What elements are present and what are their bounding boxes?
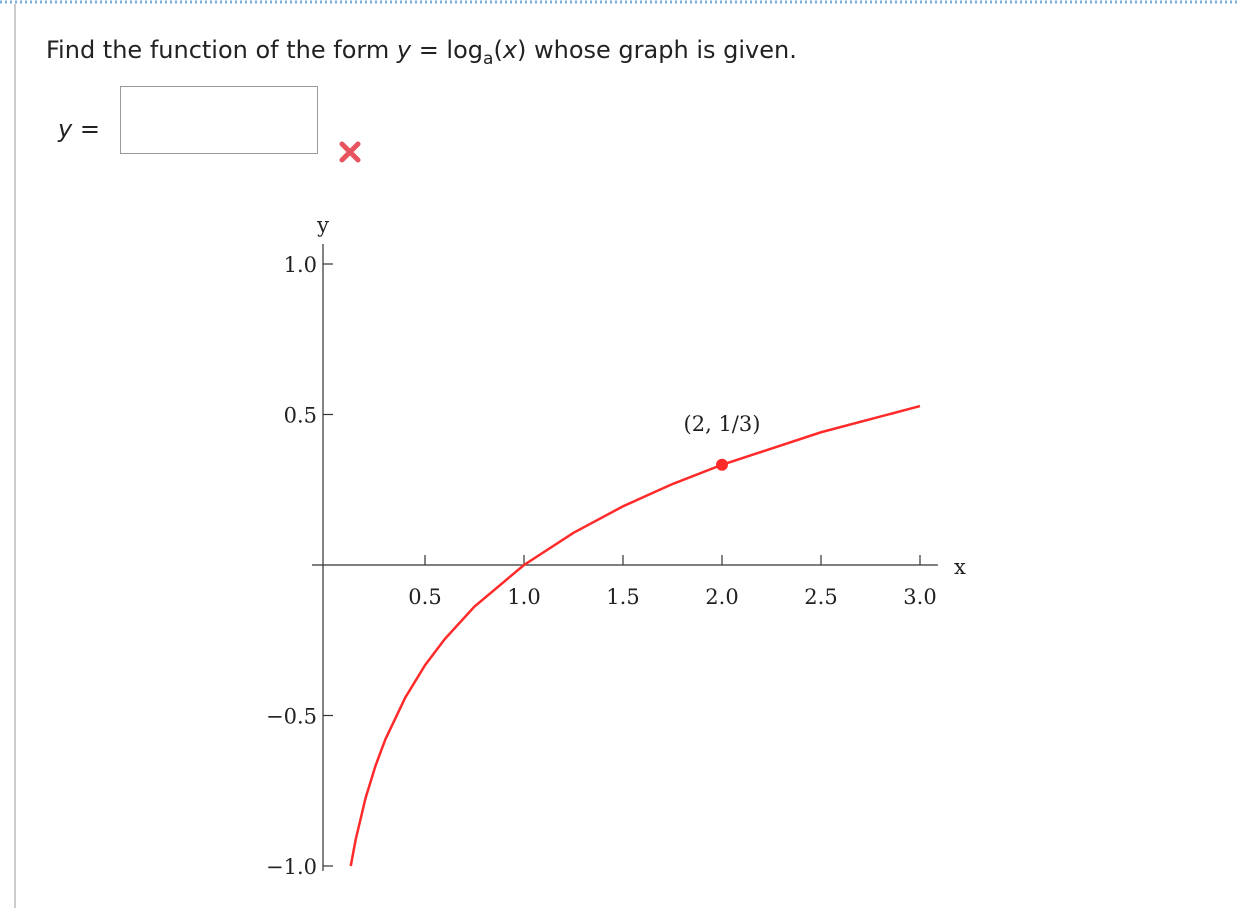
question-text: Find the function of the form [46, 36, 397, 64]
question: Find the function of the form y = loga(x… [46, 36, 797, 69]
y-tick-label: −0.5 [266, 705, 317, 729]
answer-label: y = [57, 115, 100, 143]
x-tick-label: 0.5 [408, 585, 441, 609]
question-subscript: a [483, 49, 493, 69]
x-tick-label: 1.0 [507, 585, 540, 609]
x-tick-label: 3.0 [903, 585, 936, 609]
y-tick-label: 1.0 [284, 253, 317, 277]
question-var: x [502, 36, 518, 64]
question-text: = log [411, 36, 483, 64]
y-tick-label: 0.5 [284, 404, 317, 428]
point-label: (2, 1/3) [684, 412, 761, 436]
question-text: ( [493, 36, 502, 64]
point [716, 458, 728, 471]
curve [349, 404, 921, 867]
wrong-icon [339, 141, 361, 163]
answer-input[interactable] [120, 86, 318, 154]
answer-eq: = [72, 115, 100, 143]
question-var: y [396, 36, 412, 64]
question-text: ) whose graph is given. [517, 36, 797, 64]
y-tick-label: −1.0 [266, 855, 317, 879]
y-axis-label: y [316, 213, 329, 237]
x-tick-label: 2.5 [804, 585, 837, 609]
x-tick-label: 2.0 [705, 585, 738, 609]
answer-var: y [57, 115, 73, 143]
x-tick-label: 1.5 [606, 585, 639, 609]
x-axis-label: x [954, 555, 966, 579]
